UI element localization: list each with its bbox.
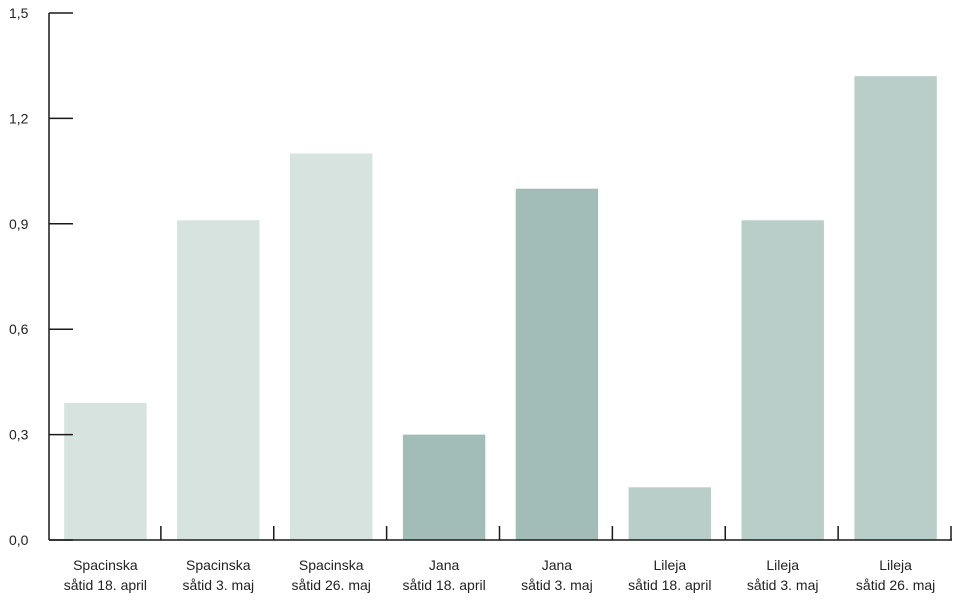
x-axis: Spacinska såtid 18. april Spacinska såtid 3…	[49, 526, 952, 593]
x-tick-label: såtid 3. maj	[521, 577, 593, 593]
x-tick-label: Jana	[542, 557, 573, 573]
bar	[628, 487, 711, 540]
x-tick-label: såtid 3. maj	[747, 577, 819, 593]
bar	[290, 153, 373, 540]
y-tick-label: 0,9	[9, 216, 29, 232]
y-tick-label: 0,3	[9, 427, 29, 443]
x-tick-label: såtid 18. april	[64, 577, 147, 593]
x-tick-label: Spacinska	[186, 557, 251, 573]
bar	[854, 76, 937, 540]
x-tick-label: Jana	[429, 557, 460, 573]
x-tick-label: Spacinska	[299, 557, 364, 573]
x-tick-label: såtid 26. maj	[292, 577, 371, 593]
x-tick-label: såtid 26. maj	[856, 577, 935, 593]
y-tick-label: 1,5	[9, 5, 29, 21]
bar	[177, 220, 260, 541]
bar	[515, 188, 599, 540]
x-tick-label: Lileja	[653, 557, 686, 573]
x-tick-label: såtid 3. maj	[183, 577, 255, 593]
bars-group	[64, 76, 937, 541]
y-axis: 0,0 0,3 0,6 0,9 1,2 1,5	[9, 5, 73, 548]
x-tick-label: Lileja	[879, 557, 912, 573]
x-tick-label: såtid 18. april	[402, 577, 485, 593]
bar	[402, 434, 486, 540]
bar	[741, 220, 824, 541]
x-tick-label: Spacinska	[73, 557, 138, 573]
y-tick-label: 1,2	[9, 110, 29, 126]
bar	[64, 403, 147, 540]
x-tick-label: Lileja	[766, 557, 799, 573]
x-tick-label: såtid 18. april	[628, 577, 711, 593]
y-tick-label: 0,6	[9, 321, 29, 337]
y-tick-label: 0,0	[9, 532, 29, 548]
